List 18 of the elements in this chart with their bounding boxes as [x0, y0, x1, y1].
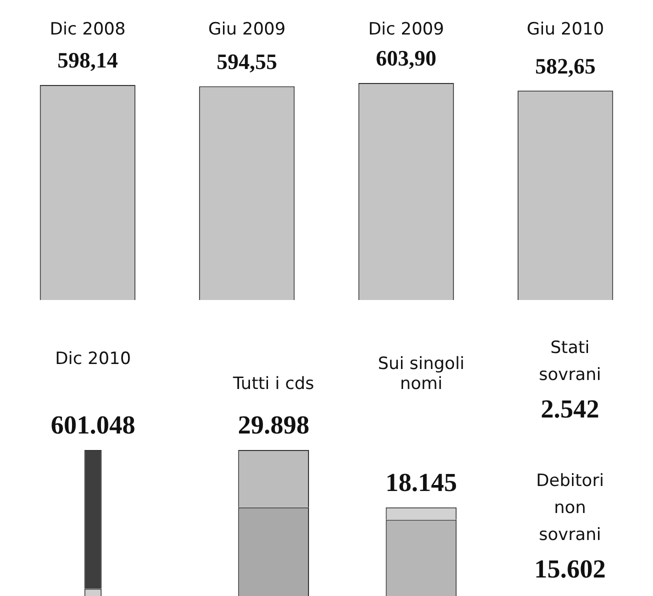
x-tick-label: Sui singoli nomi: [378, 354, 465, 394]
x-tick-label: Giu 2009: [208, 20, 286, 40]
annotation: 29.898: [238, 410, 310, 440]
data-label: 603,90: [376, 46, 436, 71]
x-tick-label: Dic 2009: [368, 20, 444, 40]
x-tick-label: Giu 2010: [526, 20, 604, 40]
text: 2.542: [540, 394, 600, 424]
data-label: 594,55: [216, 48, 278, 74]
x-tick-label: Dic 2008: [50, 20, 126, 40]
x-tick-label: Tutti i cds: [232, 374, 314, 394]
annotation: 18.145: [385, 468, 457, 498]
text: Debitori non sovrani: [536, 470, 604, 545]
x-tick-label: Dic 2010: [55, 349, 131, 370]
annotation: 601.048: [50, 410, 136, 440]
text: Stati sovrani: [538, 338, 602, 385]
data-label: 598,14: [57, 48, 118, 73]
data-label: 582,65: [535, 53, 596, 78]
text: 15.602: [534, 554, 606, 584]
